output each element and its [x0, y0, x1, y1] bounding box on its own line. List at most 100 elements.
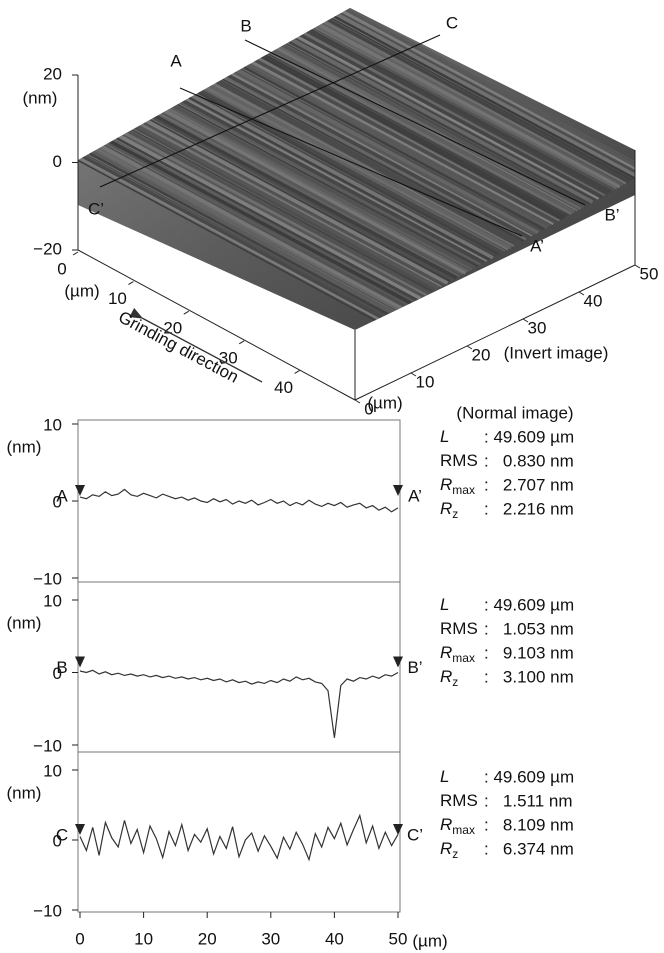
surface-streak — [88, 142, 400, 312]
surface-streak — [327, 8, 635, 179]
stat-symbol-text: L — [440, 767, 449, 786]
stat-value: : 49.609 µm — [484, 427, 574, 446]
surface-streak — [258, 47, 569, 217]
axis-line — [354, 264, 636, 401]
x-tick-label: 40 — [274, 378, 293, 397]
surface-streak — [212, 73, 524, 242]
surface-streak — [303, 22, 615, 191]
x-axis-label: (µm) — [64, 281, 99, 300]
stat-value: : 3.100 nm — [484, 667, 574, 686]
x-tick-label: 10 — [108, 289, 127, 308]
y-tick — [410, 372, 417, 377]
surface-streak — [122, 123, 433, 293]
stat-symbol-sub: max — [452, 483, 475, 497]
surface-streak — [290, 28, 603, 199]
surface-streak — [78, 149, 388, 318]
surface-streak — [191, 84, 503, 255]
y-tick-label: 50 — [640, 264, 659, 283]
surface-streak — [100, 134, 413, 305]
profile-line — [79, 813, 399, 862]
surface-streak — [294, 27, 606, 196]
surface-streak — [312, 17, 624, 186]
surface-streak — [158, 103, 470, 272]
y-tick-label: −10 — [33, 901, 62, 920]
y-tick-label: 10 — [416, 372, 435, 391]
x-tick-label: 20 — [198, 929, 217, 948]
surface-streak — [227, 63, 540, 235]
x-tick-label: 30 — [261, 929, 280, 948]
stat-symbol-text: L — [440, 427, 449, 446]
surface-streak — [263, 43, 576, 214]
y-tick-label: 0 — [53, 492, 62, 511]
stat-symbol-text: R — [440, 839, 452, 858]
y-tick-label: 40 — [584, 291, 603, 310]
y-tick-label: 0 — [53, 664, 62, 683]
image-label: (Invert image) — [504, 343, 609, 362]
surface-streak — [185, 88, 497, 257]
surface-streak — [248, 53, 560, 222]
surface-streak — [172, 94, 485, 265]
y-tick-label: −10 — [33, 736, 62, 755]
surface-streak — [136, 114, 449, 285]
stat-symbol: RMS — [440, 451, 478, 470]
x-tick — [238, 340, 245, 345]
stat-symbol-text: R — [440, 815, 452, 834]
surface-streak — [170, 96, 482, 266]
y-tick-label: 30 — [528, 318, 547, 337]
stat-symbol: Rz — [440, 839, 458, 861]
stat-symbol-sub: z — [452, 507, 458, 521]
surface-streak — [131, 118, 442, 288]
stat-symbol-text: R — [440, 643, 452, 662]
surface-streak — [242, 55, 554, 226]
y-tick-label: 0 — [53, 831, 62, 850]
x-tick-label: 10 — [134, 929, 153, 948]
y-tick-label: 10 — [43, 415, 62, 434]
stat-symbol-text: L — [440, 595, 449, 614]
y-tick-label: 10 — [43, 761, 62, 780]
stat-symbol-sub: z — [452, 847, 458, 861]
section-line — [179, 87, 523, 237]
x-tick — [128, 281, 134, 286]
y-tick-label: 20 — [472, 345, 491, 364]
surface-streak — [218, 69, 530, 240]
x-tick — [72, 251, 79, 256]
surface-streak — [176, 93, 488, 262]
surface-streak — [154, 104, 467, 275]
stat-value: : 2.707 nm — [484, 475, 574, 494]
x-tick-label: 0 — [75, 929, 84, 948]
section-label: C — [56, 825, 68, 844]
surface-streak — [260, 45, 573, 216]
stat-value: : 1.511 nm — [484, 791, 573, 810]
section-marker — [393, 824, 403, 835]
stat-symbol: L — [440, 595, 449, 614]
surface-streak — [85, 144, 397, 313]
stat-symbol: Rz — [440, 499, 458, 521]
surface-streak — [161, 101, 473, 271]
section-label: A — [56, 486, 68, 505]
stat-symbol: RMS — [440, 619, 478, 638]
stat-symbol-text: RMS — [440, 791, 478, 810]
surface-texture — [78, 8, 635, 323]
surface-streak — [330, 8, 635, 176]
surface-streak — [145, 109, 458, 280]
y-tick-label: 10 — [43, 591, 62, 610]
surface-streak — [118, 124, 431, 295]
section-line — [99, 34, 441, 188]
surface-streak — [333, 8, 635, 175]
surface-streak — [278, 35, 591, 205]
stat-value: : 49.609 µm — [484, 595, 574, 614]
surface-streak — [179, 91, 491, 261]
stat-symbol-text: RMS — [440, 619, 478, 638]
profile-line — [79, 488, 399, 513]
section-marker — [393, 656, 403, 668]
y-tick-label: 0 — [364, 399, 373, 418]
y-tick — [522, 318, 529, 323]
surface-streak — [221, 68, 533, 237]
x-tick-label: 0 — [57, 259, 66, 278]
surface-streak — [306, 20, 618, 190]
surface-streak — [224, 66, 536, 236]
section-marker — [75, 485, 85, 496]
surface-streak — [230, 63, 542, 232]
